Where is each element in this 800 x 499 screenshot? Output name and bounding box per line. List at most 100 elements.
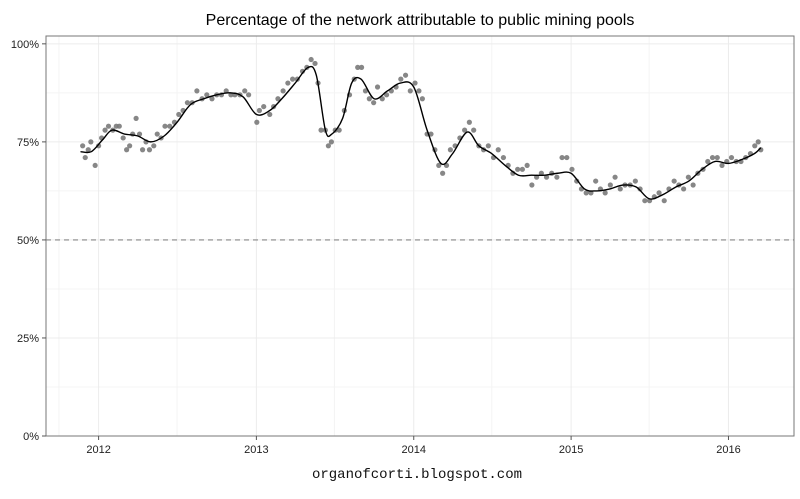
data-point — [617, 186, 623, 192]
data-point — [242, 88, 248, 94]
data-point — [671, 178, 677, 184]
data-point — [607, 182, 613, 188]
data-point — [447, 147, 453, 153]
data-point — [642, 198, 648, 204]
data-point — [146, 147, 153, 153]
chart-title: Percentage of the network attributable t… — [206, 12, 635, 29]
data-point — [105, 123, 112, 129]
panel-border — [45, 35, 795, 437]
y-axis: 0% 25% 50% 75% 100% — [11, 39, 46, 443]
data-point — [462, 127, 468, 133]
data-point — [261, 103, 267, 110]
scatter-points — [80, 56, 764, 204]
data-point — [371, 100, 377, 106]
data-point — [705, 158, 711, 165]
data-point — [92, 162, 98, 169]
data-point — [428, 131, 434, 137]
data-point — [485, 143, 491, 149]
data-point — [412, 80, 418, 86]
data-point — [583, 190, 589, 196]
smoothed-trend-line — [80, 65, 762, 200]
data-point — [685, 174, 691, 180]
data-point — [80, 143, 86, 149]
data-point — [466, 119, 472, 125]
data-point — [318, 127, 324, 133]
data-point — [366, 96, 372, 102]
data-point — [440, 170, 446, 176]
data-point — [355, 64, 361, 70]
data-point — [374, 84, 381, 90]
data-point — [162, 123, 168, 129]
data-point — [690, 182, 696, 188]
data-point — [120, 135, 126, 141]
data-point — [151, 143, 157, 149]
data-point — [752, 143, 758, 149]
data-point — [554, 174, 560, 180]
data-point — [632, 178, 638, 184]
data-point — [407, 88, 413, 94]
chart-caption: organofcorti.blogspot.com — [312, 467, 522, 483]
data-point — [569, 166, 575, 172]
data-point — [416, 88, 422, 94]
x-tick-label: 2014 — [402, 444, 426, 456]
data-point — [285, 80, 291, 86]
data-point — [133, 115, 139, 121]
data-point — [176, 111, 182, 118]
data-point — [661, 198, 667, 204]
data-point — [402, 72, 409, 78]
data-point — [290, 76, 296, 82]
data-point — [167, 123, 173, 129]
data-point — [612, 174, 618, 180]
x-tick-label: 2013 — [244, 444, 268, 456]
x-tick-label: 2016 — [716, 444, 740, 456]
data-point — [564, 154, 570, 161]
data-point — [88, 139, 94, 145]
data-point — [519, 166, 525, 172]
data-point — [681, 186, 687, 192]
data-point — [154, 131, 160, 137]
data-point — [256, 107, 263, 114]
data-point — [524, 162, 530, 169]
data-point — [127, 143, 133, 149]
data-point — [656, 190, 662, 196]
data-point — [184, 100, 191, 106]
data-point — [267, 111, 273, 118]
data-point — [194, 88, 200, 94]
data-point — [500, 154, 507, 161]
x-tick-label: 2012 — [86, 444, 110, 456]
data-point — [312, 60, 318, 67]
x-tick-label: 2015 — [559, 444, 583, 456]
data-point — [379, 96, 385, 102]
data-point — [559, 154, 565, 161]
data-point — [419, 96, 425, 102]
data-point — [436, 162, 442, 169]
data-point — [95, 143, 102, 149]
y-tick-label: 100% — [11, 39, 39, 51]
data-point — [209, 96, 215, 102]
data-point — [637, 186, 643, 192]
data-point — [102, 127, 108, 133]
data-point — [299, 68, 306, 74]
data-point — [728, 154, 735, 161]
data-point — [136, 131, 143, 137]
y-tick-label: 0% — [23, 431, 39, 443]
data-point — [755, 139, 761, 145]
x-axis: 2012 2013 2014 2015 2016 — [86, 436, 741, 456]
y-tick-label: 50% — [17, 235, 39, 247]
data-point — [82, 154, 88, 161]
y-tick-label: 25% — [17, 333, 39, 345]
data-point — [471, 127, 477, 133]
data-point — [709, 154, 716, 161]
data-point — [515, 166, 521, 172]
data-point — [254, 119, 260, 125]
data-point — [116, 123, 122, 129]
data-point — [85, 147, 91, 153]
data-point — [362, 88, 369, 94]
data-point — [719, 162, 725, 169]
data-point — [714, 154, 720, 161]
data-point — [139, 147, 146, 153]
data-point — [308, 56, 314, 63]
data-point — [529, 182, 535, 188]
data-point — [124, 147, 130, 153]
